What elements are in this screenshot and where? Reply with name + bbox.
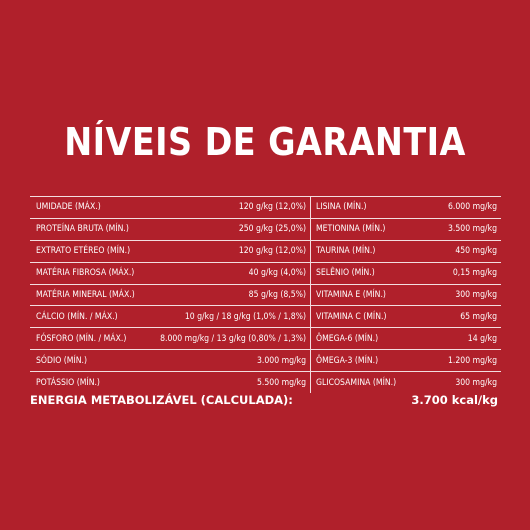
row-value: 1.200 mg/kg bbox=[447, 355, 497, 366]
row-value: 120 g/kg (12,0%) bbox=[238, 246, 306, 257]
page-title: NÍVEIS DE GARANTIA bbox=[64, 120, 466, 164]
row-label: FÓSFORO (MÍN. / MÁX.) bbox=[36, 333, 127, 344]
row-label: VITAMINA E (MÍN.) bbox=[316, 290, 386, 300]
row-value: 10 g/kg / 18 g/kg (1,0% / 1,8%) bbox=[184, 311, 306, 322]
row-label: VITAMINA C (MÍN.) bbox=[316, 311, 387, 322]
row-label: SELÊNIO (MÍN.) bbox=[316, 268, 375, 279]
table-row: EXTRATO ETÉREO (MÍN.) 120 g/kg (12,0%) bbox=[30, 241, 310, 263]
table-row: SELÊNIO (MÍN.) 0,15 mg/kg bbox=[311, 263, 501, 285]
table-row: SÓDIO (MÍN.) 3.000 mg/kg bbox=[30, 350, 310, 373]
table-row: ÔMEGA-6 (MÍN.) 14 g/kg bbox=[311, 328, 501, 351]
energy-line: ENERGIA METABOLIZÁVEL (CALCULADA): 3.700… bbox=[30, 393, 498, 407]
row-label: MATÉRIA FIBROSA (MÁX.) bbox=[36, 268, 135, 279]
row-label: CÁLCIO (MÍN. / MÁX.) bbox=[36, 311, 118, 322]
row-label: ÔMEGA-3 (MÍN.) bbox=[316, 355, 379, 366]
row-label: ÔMEGA-6 (MÍN.) bbox=[316, 333, 379, 344]
table-row: ÔMEGA-3 (MÍN.) 1.200 mg/kg bbox=[311, 350, 501, 373]
table-row: POTÁSSIO (MÍN.) 5.500 mg/kg bbox=[30, 372, 310, 393]
table-row: GLICOSAMINA (MÍN.) 300 mg/kg bbox=[311, 372, 501, 393]
table-row: LISINA (MÍN.) 6.000 mg/kg bbox=[311, 197, 501, 219]
row-label: METIONINA (MÍN.) bbox=[316, 224, 386, 235]
row-value: 65 mg/kg bbox=[460, 311, 497, 322]
table-row: MATÉRIA MINERAL (MÁX.) 85 g/kg (8,5%) bbox=[30, 285, 310, 307]
left-column: UMIDADE (MÁX.) 120 g/kg (12,0%) PROTEÍNA … bbox=[30, 197, 311, 393]
table-row: METIONINA (MÍN.) 3.500 mg/kg bbox=[311, 219, 501, 241]
row-value: 8.000 mg/kg / 13 g/kg (0,80% / 1,3%) bbox=[160, 333, 306, 344]
row-value: 120 g/kg (12,0%) bbox=[238, 202, 306, 213]
table-row: UMIDADE (MÁX.) 120 g/kg (12,0%) bbox=[30, 197, 310, 219]
row-label: PROTEÍNA BRUTA (MÍN.) bbox=[36, 224, 129, 235]
row-value: 40 g/kg (4,0%) bbox=[248, 268, 306, 279]
row-label: LISINA (MÍN.) bbox=[316, 202, 367, 213]
table-row: FÓSFORO (MÍN. / MÁX.) 8.000 mg/kg / 13 g/… bbox=[30, 328, 310, 351]
table-row: VITAMINA C (MÍN.) 65 mg/kg bbox=[311, 306, 501, 329]
row-label: MATÉRIA MINERAL (MÁX.) bbox=[36, 290, 135, 300]
row-value: 300 mg/kg bbox=[455, 377, 497, 388]
row-label: UMIDADE (MÁX.) bbox=[36, 202, 101, 213]
guarantee-table: UMIDADE (MÁX.) 120 g/kg (12,0%) PROTEÍNA … bbox=[30, 196, 501, 393]
row-value: 250 g/kg (25,0%) bbox=[238, 224, 306, 235]
row-value: 5.500 mg/kg bbox=[256, 377, 306, 388]
table-row: VITAMINA E (MÍN.) 300 mg/kg bbox=[311, 285, 501, 307]
row-label: POTÁSSIO (MÍN.) bbox=[36, 377, 100, 388]
row-value: 6.000 mg/kg bbox=[447, 202, 497, 213]
row-value: 300 mg/kg bbox=[455, 290, 497, 300]
row-value: 14 g/kg bbox=[467, 333, 497, 344]
table-row: TAURINA (MÍN.) 450 mg/kg bbox=[311, 241, 501, 263]
row-value: 450 mg/kg bbox=[455, 246, 497, 257]
table-row: PROTEÍNA BRUTA (MÍN.) 250 g/kg (25,0%) bbox=[30, 219, 310, 241]
row-label: SÓDIO (MÍN.) bbox=[36, 355, 87, 366]
energy-label: ENERGIA METABOLIZÁVEL (CALCULADA): bbox=[30, 393, 293, 407]
row-label: GLICOSAMINA (MÍN.) bbox=[316, 377, 397, 388]
energy-value: 3.700 kcal/kg bbox=[411, 393, 498, 407]
row-label: EXTRATO ETÉREO (MÍN.) bbox=[36, 246, 131, 257]
table-row: CÁLCIO (MÍN. / MÁX.) 10 g/kg / 18 g/kg (1… bbox=[30, 306, 310, 329]
row-value: 3.000 mg/kg bbox=[256, 355, 306, 366]
right-column: LISINA (MÍN.) 6.000 mg/kg METIONINA (MÍN.… bbox=[311, 197, 501, 393]
row-value: 3.500 mg/kg bbox=[447, 224, 497, 235]
table-row: MATÉRIA FIBROSA (MÁX.) 40 g/kg (4,0%) bbox=[30, 263, 310, 285]
row-value: 0,15 mg/kg bbox=[452, 268, 497, 279]
row-label: TAURINA (MÍN.) bbox=[316, 246, 376, 257]
row-value: 85 g/kg (8,5%) bbox=[248, 290, 306, 300]
